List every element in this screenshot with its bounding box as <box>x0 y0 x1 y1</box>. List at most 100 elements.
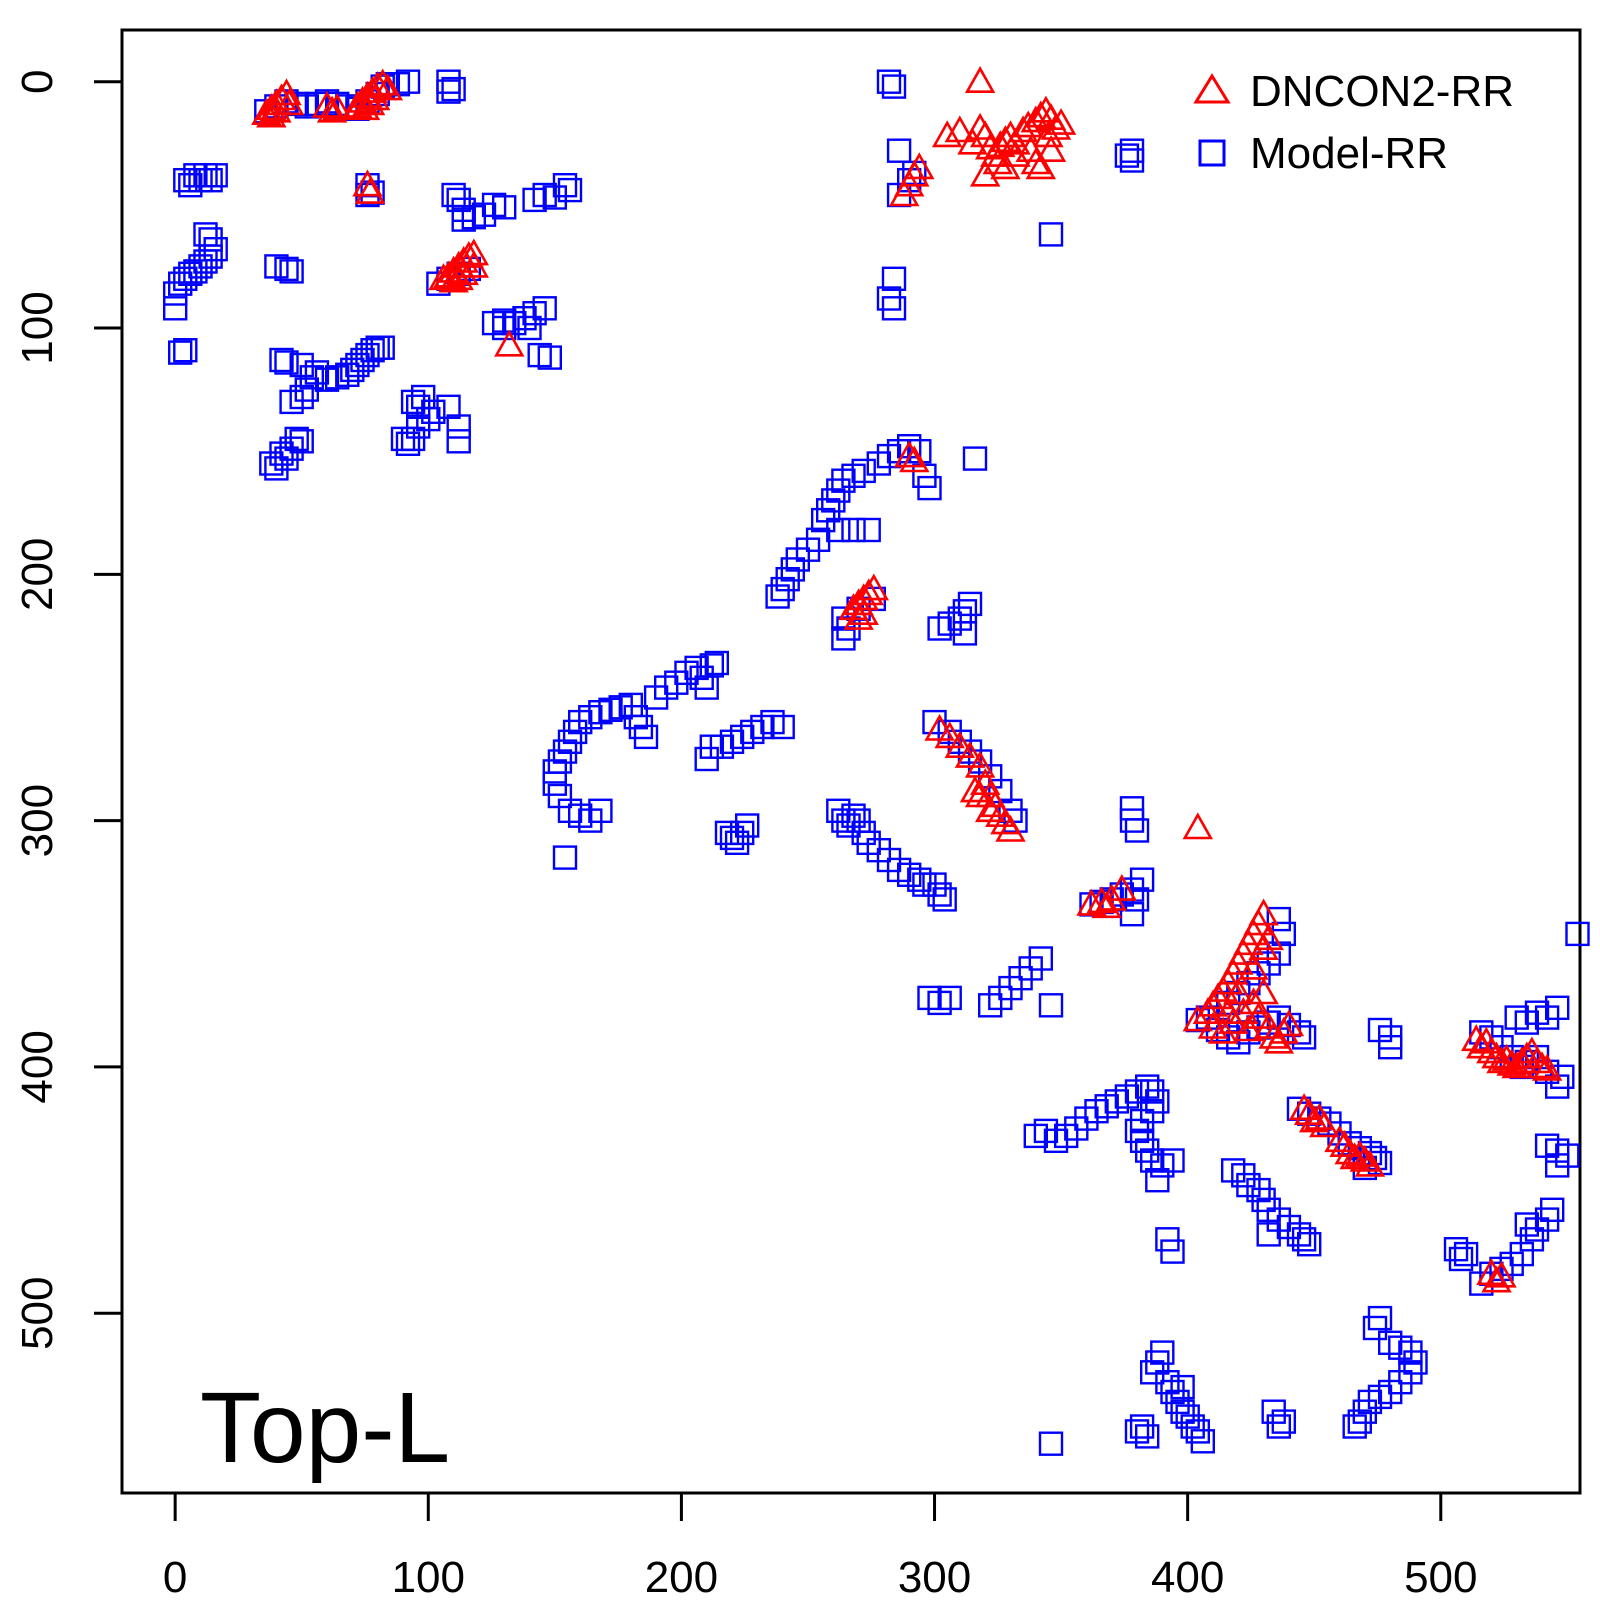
data-point-triangle <box>372 73 404 101</box>
data-point-triangle <box>316 95 348 123</box>
data-point-square <box>932 887 957 912</box>
data-point-square <box>730 820 755 846</box>
data-point-square <box>770 714 795 740</box>
data-point-square <box>1160 1148 1185 1173</box>
y-tick-label: 100 <box>13 291 62 364</box>
y-axis: 0 100 200 300 400 500 <box>13 69 124 1350</box>
data-point-square <box>421 399 446 424</box>
data-point-square <box>962 446 988 471</box>
data-point-triangle <box>354 88 386 116</box>
data-point-square <box>1453 1241 1479 1267</box>
data-point-square <box>1119 796 1145 821</box>
data-point-square <box>1539 1197 1565 1223</box>
data-point-square <box>552 172 578 198</box>
data-point-triangle <box>899 445 930 473</box>
data-point-square <box>1129 1414 1155 1439</box>
data-point-square <box>492 195 517 220</box>
data-point-triangle <box>251 98 282 125</box>
data-point-triangle <box>1501 1051 1532 1079</box>
data-point-triangle <box>1248 898 1279 926</box>
data-point-triangle <box>256 100 287 128</box>
data-point-square <box>1114 143 1140 168</box>
series-layer <box>162 66 1590 1456</box>
data-point-square <box>370 335 395 360</box>
y-tick-label: 400 <box>13 1030 62 1103</box>
data-point-square <box>1296 1231 1322 1257</box>
data-point-triangle <box>1526 1051 1558 1079</box>
data-point-triangle <box>944 115 976 143</box>
data-point-triangle <box>1344 1139 1376 1167</box>
data-point-square <box>557 177 583 203</box>
data-point-triangle <box>904 152 935 180</box>
data-point-triangle <box>458 238 490 266</box>
legend-marker-square <box>1198 139 1226 167</box>
data-point-triangle <box>990 152 1021 180</box>
data-point-triangle <box>858 573 890 601</box>
data-point-square <box>826 517 851 543</box>
data-point-square <box>436 394 461 419</box>
data-point-square <box>876 286 902 311</box>
data-point-triangle <box>969 159 1001 187</box>
data-point-square <box>881 266 907 291</box>
data-point-square <box>1155 1227 1180 1252</box>
data-point-triangle <box>1207 1016 1239 1044</box>
data-point-square <box>907 867 932 892</box>
data-point-triangle <box>1238 952 1269 980</box>
data-point-square <box>1150 1340 1175 1365</box>
x-tick-label: 400 <box>1151 1553 1224 1600</box>
x-axis: 0 100 200 300 400 500 <box>163 1491 1477 1602</box>
series-dncon2-rr <box>251 66 1563 1293</box>
data-point-triangle <box>448 258 479 286</box>
data-point-triangle <box>443 263 474 291</box>
plot-frame <box>120 28 1582 1495</box>
data-point-square <box>167 340 193 365</box>
data-point-square <box>446 429 471 454</box>
data-point-triangle <box>853 578 884 606</box>
data-point-triangle <box>848 583 879 611</box>
data-point-square <box>588 798 613 823</box>
data-point-triangle <box>256 93 287 121</box>
data-point-square <box>532 296 557 321</box>
data-point-triangle <box>893 440 925 468</box>
data-point-square <box>173 338 198 363</box>
y-tick-label: 300 <box>13 784 62 857</box>
data-point-square <box>1124 818 1150 843</box>
data-point-square <box>198 167 223 193</box>
data-point-square <box>537 345 562 370</box>
data-point-square <box>517 315 542 341</box>
data-point-square <box>1271 1409 1297 1434</box>
legend-label-model-rr: Model-RR <box>1250 129 1448 178</box>
data-point-square <box>1266 1414 1292 1439</box>
data-point-square <box>1129 867 1155 892</box>
data-point-square <box>1448 1246 1474 1272</box>
data-point-square <box>1266 906 1292 932</box>
data-point-triangle <box>964 750 996 778</box>
data-point-triangle <box>1045 107 1077 135</box>
data-point-square <box>1119 902 1145 927</box>
data-point-square <box>699 653 724 678</box>
data-point-triangle <box>995 814 1026 842</box>
data-point-triangle <box>982 147 1014 175</box>
data-point-square <box>1367 1305 1393 1331</box>
data-point-triangle <box>321 93 353 121</box>
data-point-triangle <box>1486 1260 1517 1288</box>
data-point-triangle <box>959 775 991 803</box>
data-point-triangle <box>1273 1009 1305 1037</box>
x-tick-label: 0 <box>163 1553 187 1600</box>
data-point-square <box>395 431 421 456</box>
data-point-triangle <box>1253 923 1284 951</box>
data-point-square <box>876 69 902 94</box>
data-point-triangle <box>957 127 988 155</box>
data-point-triangle <box>934 721 965 749</box>
data-point-square <box>1352 1399 1378 1424</box>
data-point-triangle <box>367 68 398 96</box>
data-point-triangle <box>964 66 996 93</box>
data-point-square <box>805 527 831 552</box>
data-point-square <box>633 724 659 750</box>
data-point-square <box>886 138 912 163</box>
data-point-square <box>1145 1089 1170 1114</box>
data-point-square <box>952 621 978 646</box>
data-point-square <box>552 845 578 870</box>
